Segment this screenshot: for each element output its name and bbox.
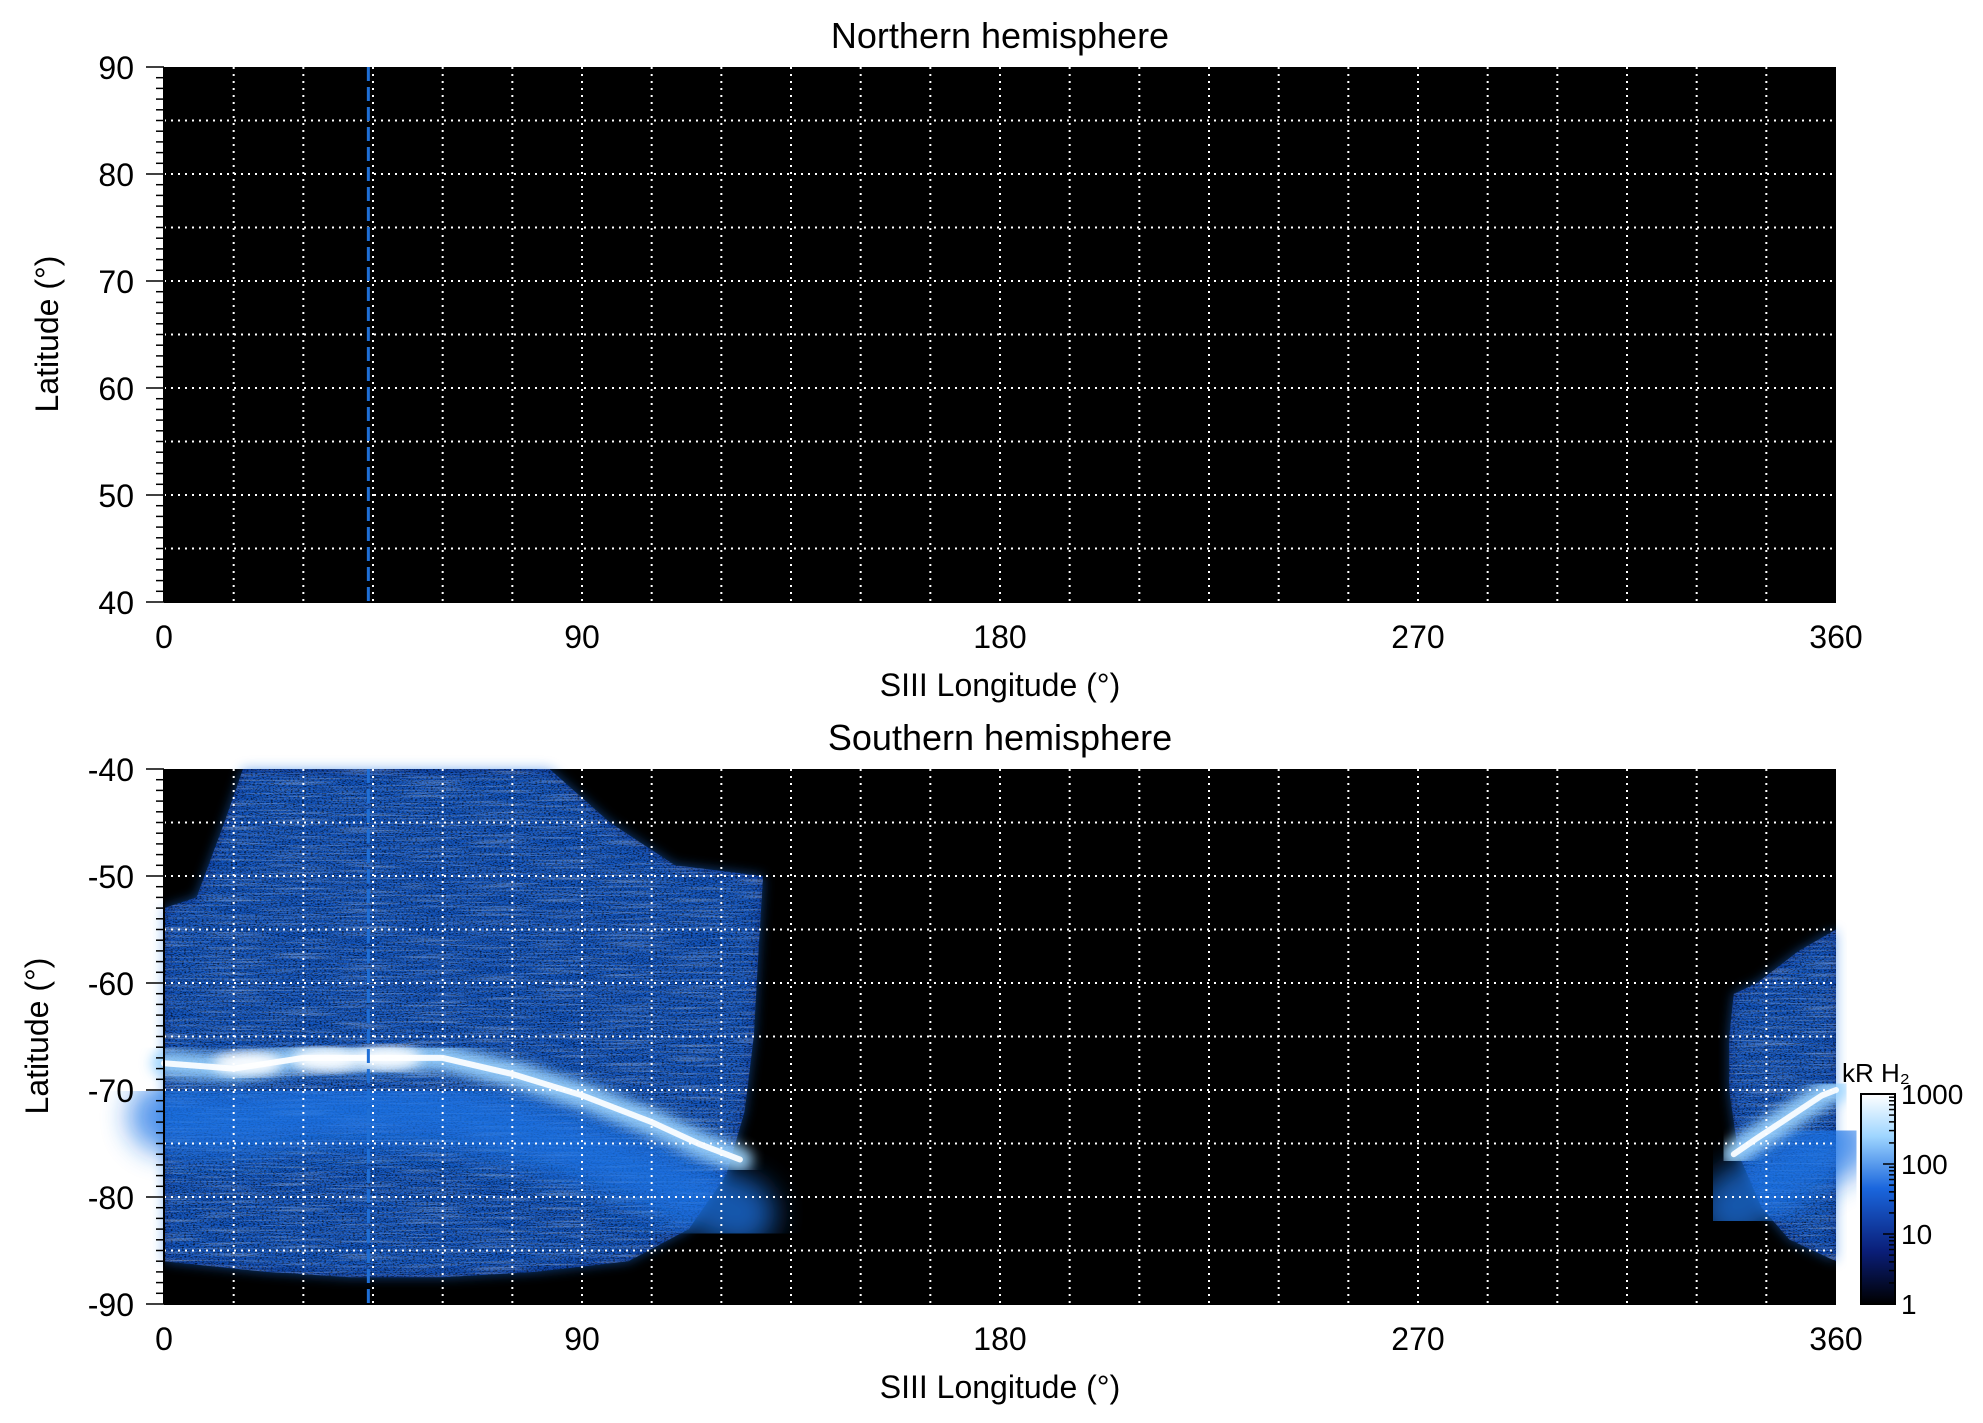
colorbar-ticks: 1 10 100 1000 [1883,1079,1963,1320]
y-tick-label: -50 [88,859,134,895]
colorbar-tick-label: 1 [1901,1289,1917,1320]
x-axis-label: SIII Longitude (°) [880,667,1120,703]
grid-lines [164,769,1836,1304]
main-oval-west-band [129,1076,775,1248]
x-tick-label: 180 [973,1321,1026,1357]
northern-panel: Northern hemisphere 40 50 60 70 80 90 0 90 180 2… [29,15,1863,703]
y-axis-label: Latitude (°) [19,958,55,1115]
panel-title: Southern hemisphere [828,717,1172,758]
y-tick-label: 40 [98,585,134,621]
panel-title: Northern hemisphere [831,15,1169,56]
colorbar-label: kR H₂ [1842,1058,1910,1088]
y-axis-ticks: 40 50 60 70 80 90 [98,50,165,621]
main-oval-east-band [1698,1108,1871,1243]
x-tick-label: 360 [1809,1321,1862,1357]
y-tick-label: 50 [98,478,134,514]
y-tick-label: -70 [88,1073,134,1109]
y-tick-label: 60 [98,371,134,407]
colorbar: kR H₂ 1 10 100 1000 [1842,1058,1963,1320]
grid-lines [164,67,1836,602]
bright-patch [213,1051,282,1076]
y-axis-label: Latitude (°) [29,256,65,413]
x-tick-label: 270 [1391,1321,1444,1357]
y-tick-label: 70 [98,264,134,300]
x-tick-label: 0 [155,1321,173,1357]
southern-panel: Southern hemisphere -90 -80 -70 -60 -50 -40 0… [19,717,1871,1405]
colorbar-tick-label: 100 [1901,1149,1948,1180]
bright-patch [352,1045,421,1070]
x-tick-label: 180 [973,619,1026,655]
x-tick-label: 270 [1391,619,1444,655]
y-tick-label: -40 [88,752,134,788]
colorbar-tick-label: 1000 [1901,1079,1963,1110]
x-axis-ticks: 0 90 180 270 360 [155,1303,1863,1357]
y-tick-label: 90 [98,50,134,86]
x-tick-label: 0 [155,619,173,655]
y-tick-label: -90 [88,1287,134,1323]
x-tick-label: 360 [1809,619,1862,655]
x-tick-label: 90 [564,619,600,655]
colorbar-tick-label: 10 [1901,1219,1932,1250]
x-tick-label: 90 [564,1321,600,1357]
colorbar-gradient [1860,1093,1896,1305]
y-axis-ticks: -90 -80 -70 -60 -50 -40 [88,752,165,1323]
auroral-emission [129,769,1871,1278]
x-axis-label: SIII Longitude (°) [880,1369,1120,1405]
x-axis-ticks: 0 90 180 270 360 [155,601,1863,655]
y-tick-label: -80 [88,1180,134,1216]
y-tick-label: -60 [88,966,134,1002]
main-oval-east [1730,1087,1839,1158]
y-tick-label: 80 [98,157,134,193]
bright-patch [292,1048,361,1073]
